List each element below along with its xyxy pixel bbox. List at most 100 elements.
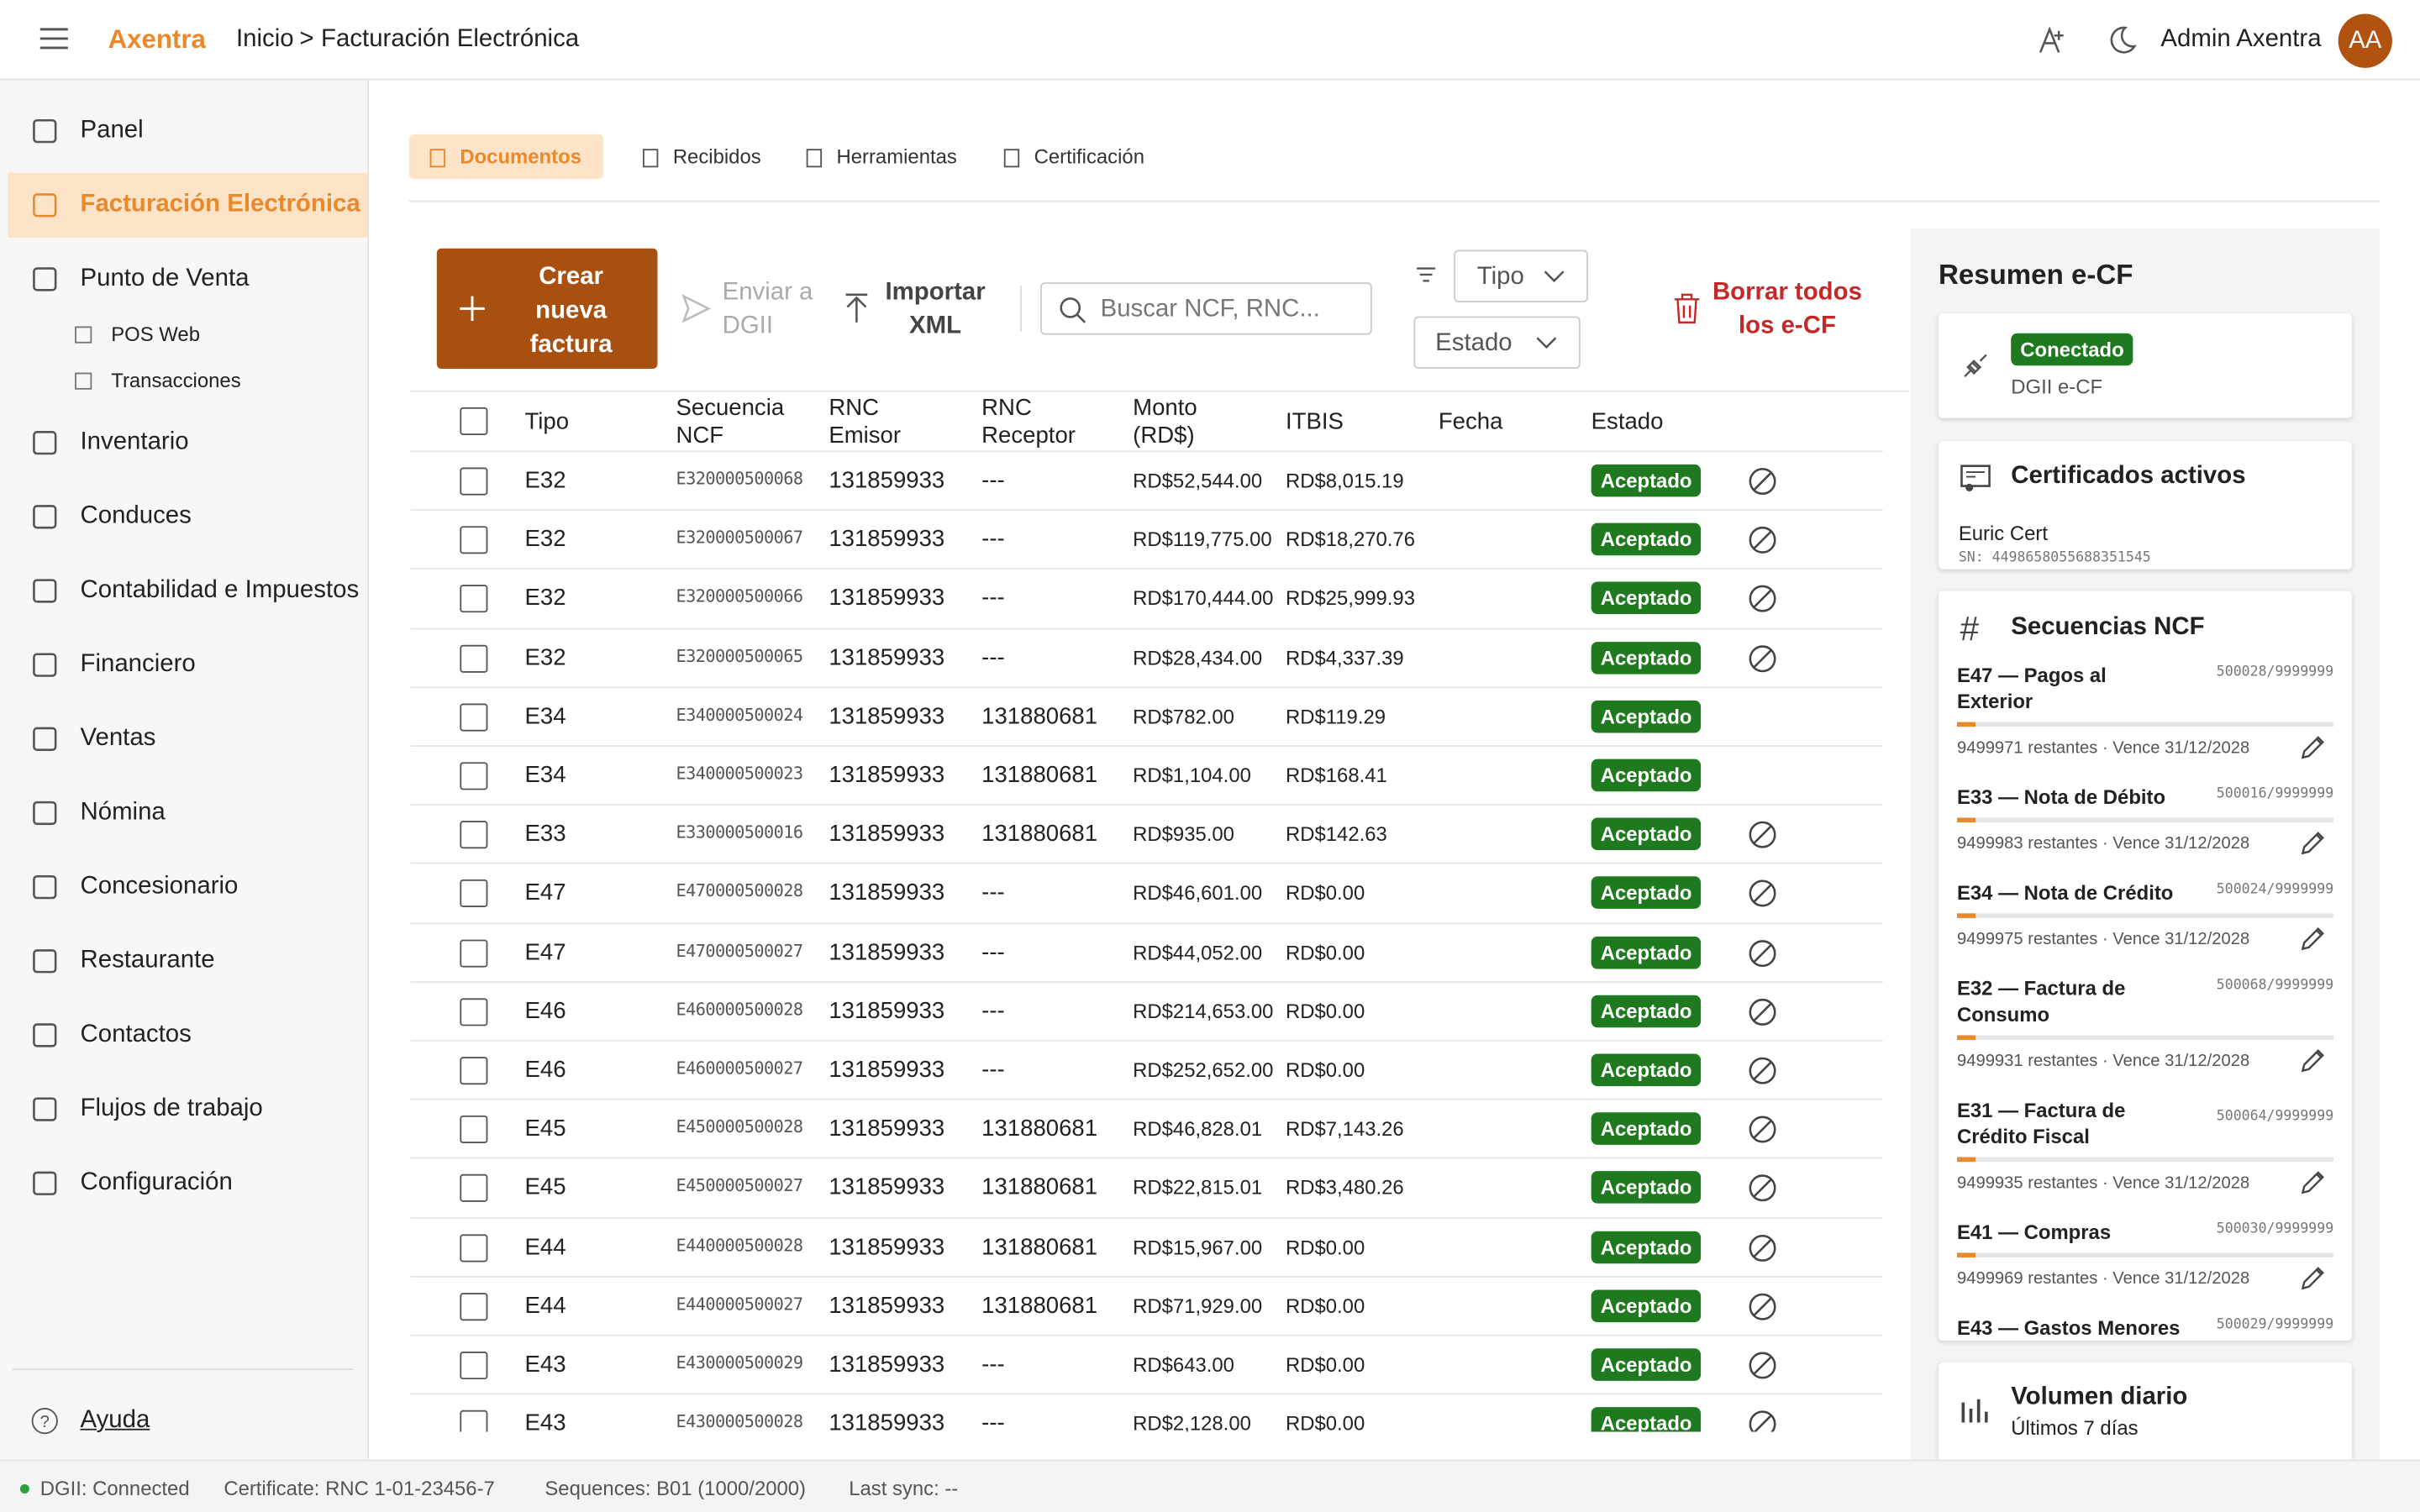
edit-button[interactable]	[2300, 1168, 2328, 1195]
status-select[interactable]: Estado	[1413, 316, 1581, 369]
cancel-button[interactable]	[1747, 820, 1778, 851]
edit-button[interactable]	[2300, 732, 2328, 760]
sequence-header: E31 — Factura de Crédito Fiscal 500064/99…	[1957, 1097, 2333, 1149]
avatar[interactable]: AA	[2338, 13, 2392, 68]
edit-button[interactable]	[2300, 1263, 2328, 1291]
nav-item[interactable]: Inventario	[8, 411, 367, 475]
status-badge: Aceptado	[1591, 641, 1702, 674]
nav-icon	[33, 874, 57, 900]
cancel-button[interactable]	[1747, 1055, 1778, 1086]
cell-rnc-receptor: ---	[981, 467, 1005, 494]
search-input[interactable]: Buscar NCF, RNC...	[1039, 282, 1372, 335]
checkbox[interactable]	[460, 762, 488, 790]
nav-item[interactable]: Punto de Venta	[8, 247, 367, 312]
nav-item[interactable]: Conduces	[8, 485, 367, 549]
cell-rnc-receptor: ---	[981, 1057, 1005, 1084]
cancel-button[interactable]	[1747, 879, 1778, 910]
checkbox[interactable]	[460, 407, 488, 435]
cancel-button[interactable]	[1747, 1114, 1778, 1145]
cancel-button[interactable]	[1747, 1173, 1778, 1205]
type-select[interactable]: Tipo	[1454, 249, 1589, 303]
status-badge: Aceptado	[1591, 936, 1702, 969]
cell-rnc-receptor: ---	[981, 585, 1005, 612]
menu-button[interactable]	[39, 26, 70, 50]
checkbox[interactable]	[460, 585, 488, 613]
nav-subitem[interactable]: Transacciones	[74, 368, 241, 392]
cancel-button[interactable]	[1747, 1350, 1778, 1381]
nav-label: Configuración	[80, 1169, 233, 1196]
nav-subitem[interactable]: POS Web	[74, 323, 200, 345]
cancel-icon	[1749, 880, 1776, 908]
nav-item[interactable]: Contabilidad e Impuestos	[8, 559, 367, 623]
nav-item[interactable]: Flujos de trabajo	[8, 1077, 367, 1142]
checkbox[interactable]	[460, 703, 488, 732]
cancel-button[interactable]	[1747, 466, 1778, 497]
sequence-progress-fill	[1956, 722, 1976, 727]
tab[interactable]: Recibidos	[622, 134, 770, 179]
cancel-button[interactable]	[1747, 1291, 1778, 1322]
checkbox[interactable]	[460, 467, 488, 496]
delete-all-button[interactable]: Borrar todos los e-CF	[1712, 279, 1862, 340]
sequence-item: E43 — Gastos Menores 500029/9999999	[1957, 1315, 2333, 1341]
nav-sublabel: Transacciones	[111, 368, 241, 392]
nav-item[interactable]: Facturación Electrónica	[8, 172, 368, 238]
nav-item[interactable]: Nómina	[8, 780, 367, 845]
sequence-progress-fill	[1956, 1035, 1976, 1040]
edit-button[interactable]	[2300, 924, 2328, 952]
send-dgii-button[interactable]: Enviar a DGII	[722, 279, 813, 340]
tab[interactable]: Herramientas	[786, 134, 968, 179]
theme-button[interactable]	[2107, 24, 2138, 55]
checkbox[interactable]	[460, 1116, 488, 1144]
cancel-button[interactable]	[1747, 643, 1778, 674]
sequence-number: 500024/9999999	[2216, 882, 2334, 898]
nav-item[interactable]: Concesionario	[8, 855, 367, 920]
nav-item[interactable]: Contactos	[8, 1003, 367, 1068]
cancel-button[interactable]	[1747, 525, 1778, 556]
table-row: E32 E320000500065 131859933 --- RD$28,434.00…	[410, 627, 1883, 688]
tab[interactable]: Certificación	[983, 134, 1162, 179]
nav-item[interactable]: Financiero	[8, 633, 367, 697]
cell-ncf: E320000500066	[676, 586, 803, 607]
column-header: ITBIS	[1286, 408, 1344, 435]
checkbox[interactable]	[460, 644, 488, 673]
help-link[interactable]: Ayuda	[80, 1407, 150, 1434]
nav-item[interactable]: Configuración	[8, 1151, 367, 1215]
checkbox[interactable]	[460, 1057, 488, 1085]
cell-itbis: RD$3,480.26	[1286, 1176, 1404, 1200]
sequence-progress-fill	[1956, 817, 1976, 822]
cell-type: E33	[524, 821, 566, 848]
cell-itbis: RD$8,015.19	[1286, 469, 1404, 492]
edit-button[interactable]	[2300, 828, 2328, 856]
user-name[interactable]: Admin Axentra	[2160, 26, 2322, 53]
cancel-button[interactable]	[1747, 1232, 1778, 1263]
brand[interactable]: Axentra	[108, 24, 206, 55]
nav-icon	[33, 1097, 57, 1121]
checkbox[interactable]	[460, 997, 488, 1026]
tab[interactable]: Documentos	[408, 134, 604, 180]
checkbox[interactable]	[460, 1410, 488, 1432]
create-invoice-label: Crear nueva factura	[529, 264, 613, 359]
checkbox[interactable]	[460, 1233, 488, 1262]
nav-item[interactable]: Restaurante	[8, 929, 367, 994]
checkbox[interactable]	[460, 1174, 488, 1203]
cancel-button[interactable]	[1747, 996, 1778, 1027]
checkbox[interactable]	[460, 938, 488, 967]
checkbox[interactable]	[460, 526, 488, 554]
nav-item[interactable]: Ventas	[8, 706, 367, 771]
nav-icon	[33, 267, 57, 291]
edit-button[interactable]	[2300, 1046, 2328, 1074]
cancel-button[interactable]	[1747, 584, 1778, 615]
checkbox[interactable]	[460, 1292, 488, 1320]
create-invoice-button[interactable]: Crear nueva factura	[436, 248, 658, 369]
nav-item[interactable]: Panel	[8, 99, 367, 164]
cancel-button[interactable]	[1747, 1409, 1778, 1432]
checkbox[interactable]	[460, 879, 488, 908]
cell-amount: RD$170,444.00	[1133, 586, 1274, 611]
cancel-button[interactable]	[1747, 937, 1778, 969]
import-xml-button[interactable]: Importar XML	[885, 279, 986, 340]
translate-button[interactable]	[2037, 24, 2068, 55]
checkbox[interactable]	[460, 821, 488, 849]
checkbox[interactable]	[460, 1351, 488, 1380]
sequence-progress	[1956, 817, 2334, 822]
breadcrumb-home[interactable]: Inicio	[236, 26, 294, 53]
